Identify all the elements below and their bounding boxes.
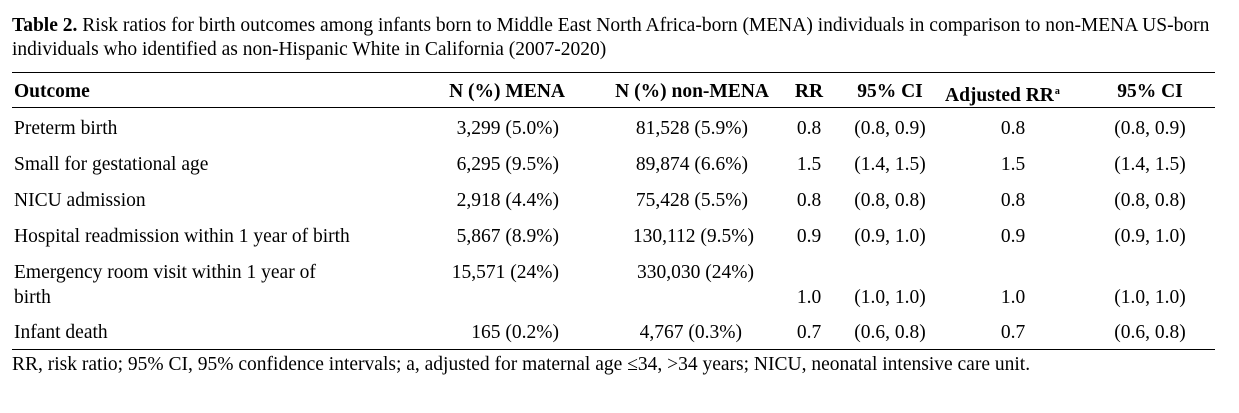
table-caption-label: Table 2. — [12, 15, 78, 36]
row-adj-rr: 0.9 — [1000, 226, 1026, 247]
row-rr: 1.5 — [796, 154, 822, 175]
header-adjusted-rr-label: Adjusted RR — [945, 85, 1054, 106]
row-n-non-mena: 4,767 (0.3%) — [639, 322, 742, 343]
header-ci: 95% CI — [857, 81, 923, 102]
row-adj-rr: 1.0 — [1000, 287, 1026, 308]
row-rr: 0.7 — [796, 322, 822, 343]
header-rule — [12, 107, 1215, 108]
header-n-non-mena: N (%) non-MENA — [615, 81, 769, 102]
top-rule — [12, 72, 1215, 73]
row-adj-ci: (1.0, 1.0) — [1114, 287, 1186, 308]
header-n-mena: N (%) MENA — [449, 81, 565, 102]
row-outcome: NICU admission — [14, 190, 146, 211]
row-n-mena: 3,299 (5.0%) — [456, 118, 559, 139]
row-adj-ci: (0.8, 0.9) — [1114, 118, 1186, 139]
row-adj-rr: 0.7 — [1000, 322, 1026, 343]
header-rr: RR — [794, 81, 824, 102]
row-ci: (0.9, 1.0) — [854, 226, 926, 247]
row-n-non-mena: 75,428 (5.5%) — [635, 190, 748, 211]
row-ci: (0.8, 0.8) — [854, 190, 926, 211]
row-n-mena: 165 (0.2%) — [471, 322, 559, 343]
row-n-mena: 15,571 (24%) — [451, 262, 559, 283]
row-adj-rr: 1.5 — [1000, 154, 1026, 175]
header-adjusted-rr: Adjusted RRa — [945, 81, 1060, 107]
table-footnote: RR, risk ratio; 95% CI, 95% confidence i… — [12, 354, 1031, 375]
row-rr: 0.8 — [796, 118, 822, 139]
row-n-mena: 6,295 (9.5%) — [456, 154, 559, 175]
table-caption-text: Risk ratios for birth outcomes among inf… — [12, 15, 1210, 60]
row-ci: (0.6, 0.8) — [854, 322, 926, 343]
row-adj-ci: (0.6, 0.8) — [1114, 322, 1186, 343]
row-n-non-mena: 330,030 (24%) — [637, 262, 754, 283]
row-outcome: Small for gestational age — [14, 154, 209, 175]
row-ci: (1.4, 1.5) — [854, 154, 926, 175]
row-adj-ci: (1.4, 1.5) — [1114, 154, 1186, 175]
row-ci: (0.8, 0.9) — [854, 118, 926, 139]
row-rr: 1.0 — [796, 287, 822, 308]
row-outcome-line2: birth — [14, 287, 51, 308]
row-n-mena: 5,867 (8.9%) — [456, 226, 559, 247]
row-rr: 0.9 — [796, 226, 822, 247]
row-n-mena: 2,918 (4.4%) — [456, 190, 559, 211]
row-n-non-mena: 81,528 (5.9%) — [635, 118, 748, 139]
header-outcome: Outcome — [14, 81, 90, 102]
row-outcome: Preterm birth — [14, 118, 118, 139]
bottom-rule — [12, 349, 1215, 350]
row-rr: 0.8 — [796, 190, 822, 211]
row-adj-rr: 0.8 — [1000, 190, 1026, 211]
row-adj-ci: (0.9, 1.0) — [1114, 226, 1186, 247]
row-adj-rr: 0.8 — [1000, 118, 1026, 139]
row-outcome: Infant death — [14, 322, 108, 343]
header-adjusted-rr-sup: a — [1054, 86, 1060, 97]
row-outcome-line1: Emergency room visit within 1 year of — [14, 262, 316, 283]
row-outcome: Hospital readmission within 1 year of bi… — [14, 226, 350, 247]
row-n-non-mena: 130,112 (9.5%) — [632, 226, 754, 247]
row-ci: (1.0, 1.0) — [854, 287, 926, 308]
row-adj-ci: (0.8, 0.8) — [1114, 190, 1186, 211]
row-n-non-mena: 89,874 (6.6%) — [635, 154, 748, 175]
table-caption: Table 2. Risk ratios for birth outcomes … — [12, 14, 1227, 62]
header-adjusted-ci: 95% CI — [1117, 81, 1183, 102]
